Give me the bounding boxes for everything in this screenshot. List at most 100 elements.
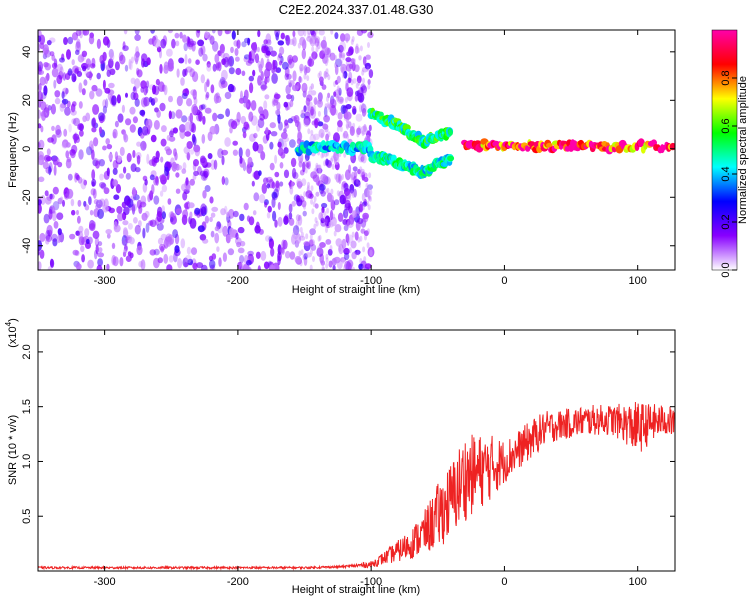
speckle-mark <box>246 259 252 266</box>
speckle-mark <box>350 189 354 196</box>
speckle-mark <box>269 264 275 270</box>
speckle-mark <box>193 159 199 167</box>
speckle-mark <box>338 173 342 185</box>
speckle-mark <box>329 104 332 111</box>
speckle-mark <box>161 205 165 213</box>
speckle-mark <box>113 224 121 233</box>
speckle-mark <box>79 129 84 137</box>
speckle-mark <box>125 92 128 98</box>
speckle-mark <box>334 224 342 233</box>
speckle-mark <box>362 246 366 253</box>
speckle-mark <box>112 256 119 267</box>
speckle-mark <box>39 76 46 86</box>
speckle-mark <box>244 266 252 270</box>
speckle-mark <box>287 79 292 89</box>
speckle-mark <box>184 68 188 76</box>
speckle-mark <box>346 51 352 57</box>
speckle-mark <box>283 128 287 134</box>
speckle-mark <box>331 163 335 170</box>
speckle-mark <box>321 44 328 54</box>
speckle-mark <box>186 152 190 161</box>
speckle-mark <box>295 120 299 127</box>
speckle-mark <box>163 84 168 96</box>
speckle-mark <box>91 127 97 133</box>
speckle-mark <box>292 225 300 236</box>
speckle-mark <box>98 247 103 253</box>
speckle-mark <box>214 232 220 244</box>
speckle-mark <box>234 48 239 56</box>
speckle-mark <box>297 130 302 141</box>
speckle-mark <box>355 90 360 97</box>
speckle-mark <box>241 70 246 77</box>
speckle-mark <box>211 206 219 212</box>
speckle-mark <box>216 246 220 253</box>
speckle-mark <box>340 104 346 115</box>
speckle-mark <box>142 227 146 239</box>
speckle-mark <box>289 99 294 108</box>
speckle-mark <box>321 42 325 49</box>
speckle-mark <box>292 36 297 47</box>
speckle-mark <box>46 148 51 156</box>
speckle-mark <box>334 109 338 116</box>
speckle-mark <box>311 51 318 60</box>
speckle-mark <box>114 120 119 128</box>
speckle-mark <box>75 49 80 55</box>
speckle-mark <box>182 162 187 170</box>
speckle-mark <box>42 44 49 55</box>
speckle-mark <box>309 228 316 236</box>
speckle-mark <box>136 155 141 165</box>
speckle-mark <box>265 127 269 135</box>
speckle-mark <box>310 248 313 255</box>
speckle-mark <box>105 98 109 109</box>
speckle-mark <box>355 113 363 122</box>
speckle-mark <box>119 257 124 267</box>
speckle-mark <box>79 30 83 39</box>
speckle-mark <box>195 59 200 65</box>
speckle-mark <box>227 83 235 93</box>
speckle-mark <box>341 174 344 180</box>
speckle-mark <box>305 252 312 258</box>
speckle-mark <box>123 206 130 216</box>
speckle-mark <box>166 135 170 141</box>
speckle-mark <box>303 118 310 127</box>
speckle-mark <box>221 155 225 166</box>
speckle-mark <box>97 241 103 247</box>
speckle-mark <box>182 34 187 43</box>
speckle-mark <box>350 58 355 64</box>
speckle-mark <box>341 185 345 192</box>
ridge-point <box>525 145 531 152</box>
speckle-mark <box>324 178 328 185</box>
speckle-mark <box>261 183 267 194</box>
speckle-mark <box>335 173 341 183</box>
speckle-mark <box>159 190 164 197</box>
speckle-mark <box>167 234 174 246</box>
speckle-mark <box>78 101 83 109</box>
speckle-mark <box>341 66 345 73</box>
speckle-mark <box>214 226 220 232</box>
speckle-mark <box>307 90 311 97</box>
speckle-mark <box>359 104 363 113</box>
speckle-mark <box>212 30 216 34</box>
speckle-mark <box>92 188 97 199</box>
speckle-mark <box>75 30 82 37</box>
speckle-mark <box>297 82 301 89</box>
speckle-mark <box>230 46 234 54</box>
speckle-mark <box>333 81 337 87</box>
speckle-mark <box>260 71 264 81</box>
speckle-mark <box>102 204 109 213</box>
speckle-mark <box>270 247 275 257</box>
speckle-mark <box>89 90 95 100</box>
speckle-mark <box>179 31 183 39</box>
speckle-mark <box>125 118 132 126</box>
speckle-mark <box>279 162 284 169</box>
speckle-mark <box>174 245 180 254</box>
speckle-mark <box>358 153 365 163</box>
y-tick-label: 1.5 <box>21 399 33 414</box>
speckle-mark <box>366 65 370 72</box>
colorbar-ticks: 0.0 0.2 0.4 0.6 0.8 <box>720 70 737 278</box>
speckle-mark <box>97 208 104 219</box>
speckle-mark <box>315 162 319 169</box>
speckle-mark <box>333 230 337 237</box>
